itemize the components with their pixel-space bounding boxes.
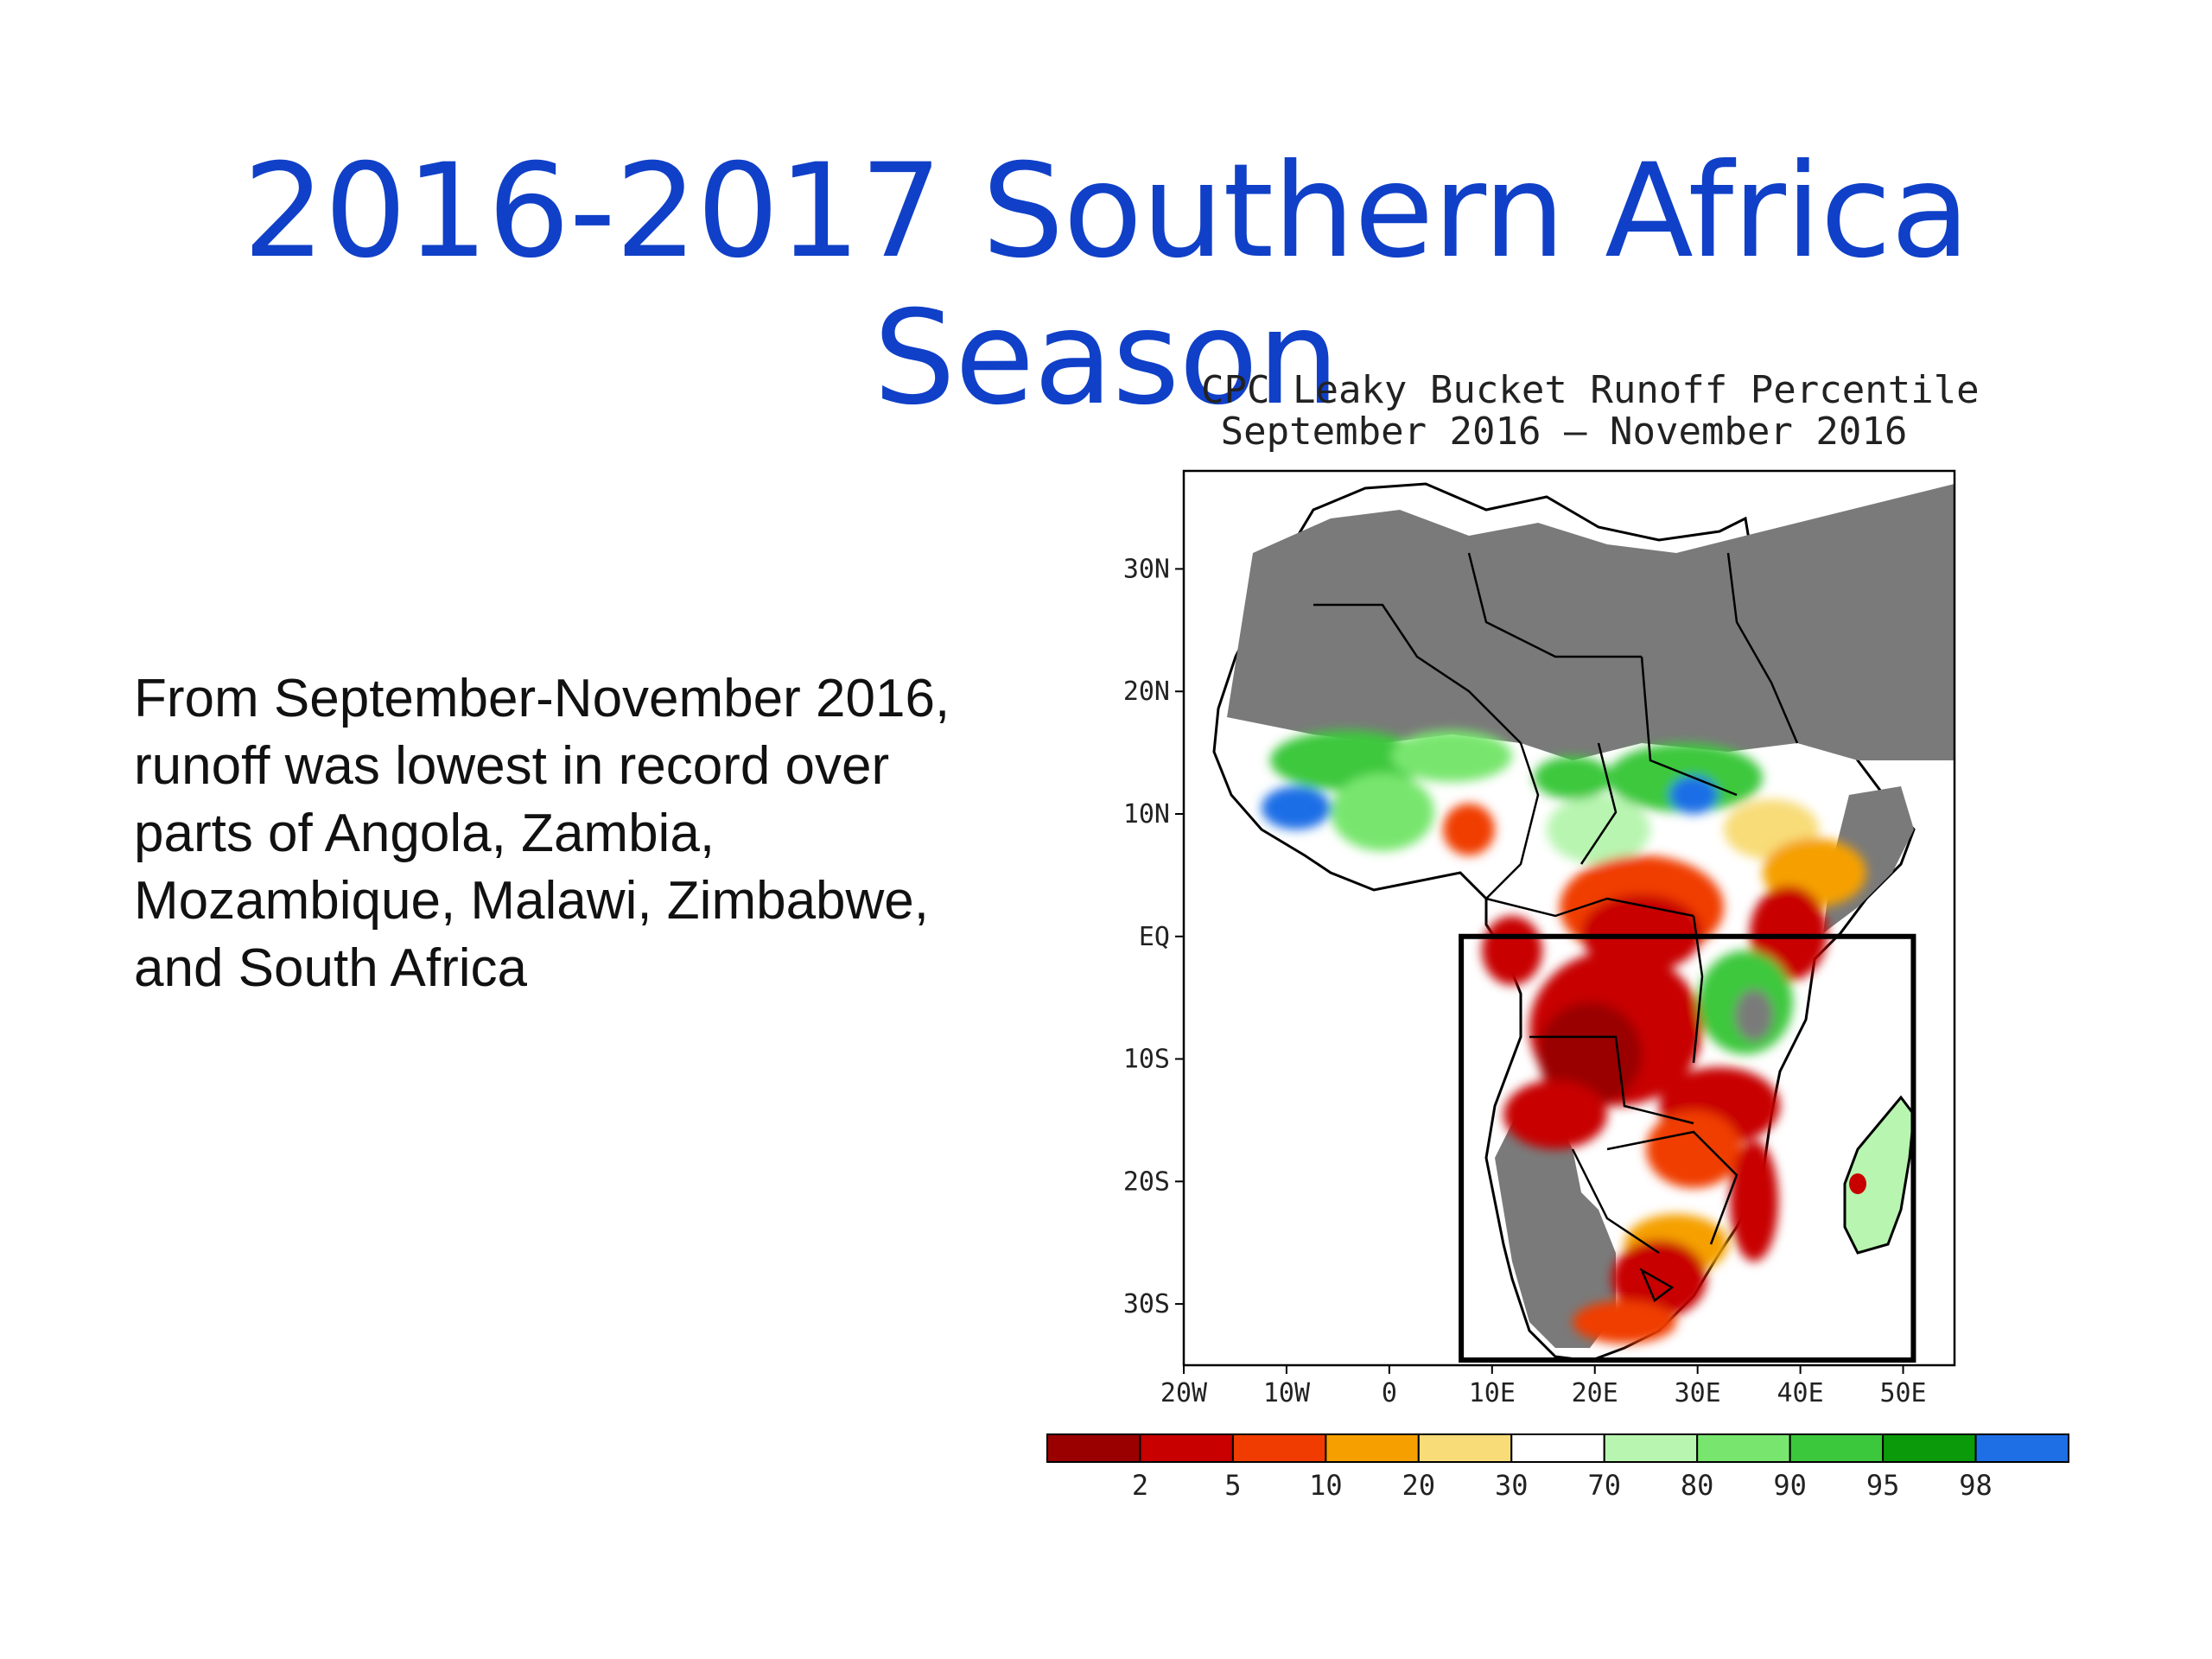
- colorbar-legend: 2 5 10 20 30 70 80 90 95 98: [1046, 1433, 2069, 1502]
- madagascar-red-spot: [1849, 1173, 1866, 1194]
- colorbar-swatch: [1231, 1433, 1327, 1463]
- lat-tick-label: 20N: [1123, 677, 1170, 707]
- lon-tick-label: 10W: [1263, 1378, 1311, 1408]
- lat-tick-label: EQ: [1139, 922, 1170, 952]
- colorbar-swatch: [1974, 1433, 2069, 1463]
- map-title: CPC Leaky Bucket Runoff Percentile Septe…: [1201, 370, 1980, 454]
- colorbar-label: 5: [1224, 1469, 1241, 1502]
- colorbar-swatch: [1882, 1433, 1977, 1463]
- colorbar-label: 2: [1132, 1469, 1148, 1502]
- colorbar-swatch: [1417, 1433, 1513, 1463]
- map-body: [1212, 482, 1955, 1363]
- map-title-line2: September 2016 – November 2016: [1220, 410, 1908, 454]
- map-frame: [1182, 469, 1956, 1367]
- colorbar-swatch: [1603, 1433, 1699, 1463]
- slide-body-text: From September-November 2016, runoff was…: [134, 669, 950, 998]
- colorbar-swatch: [1789, 1433, 1885, 1463]
- colorbar-label: 98: [1959, 1469, 1993, 1502]
- lon-tick-label: 40E: [1777, 1378, 1824, 1408]
- colorbar-swatch: [1510, 1433, 1605, 1463]
- latitude-axis: 30N 20N 10N EQ 10S 20S 30S: [1123, 554, 1184, 1319]
- lon-tick-label: 0: [1382, 1378, 1397, 1408]
- lat-tick-label: 20S: [1123, 1166, 1170, 1197]
- southern-africa-highlight-box: [1459, 933, 1916, 1363]
- colorbar-swatch: [1046, 1433, 1141, 1463]
- slide-title: 2016-2017 Southern Africa Season: [242, 137, 1970, 434]
- lat-tick-label: 10S: [1123, 1045, 1170, 1075]
- colorbar-swatch: [1696, 1433, 1791, 1463]
- colorbar-label: 95: [1866, 1469, 1900, 1502]
- lon-tick-label: 30E: [1675, 1378, 1721, 1408]
- map-title-line1: CPC Leaky Bucket Runoff Percentile: [1201, 368, 1980, 412]
- lon-tick-label: 20E: [1572, 1378, 1618, 1408]
- longitude-axis: 20W 10W 0 10E 20E 30E 40E 50E: [1160, 1365, 1927, 1408]
- lat-tick-label: 30N: [1123, 554, 1170, 584]
- lat-tick-label: 30S: [1123, 1289, 1170, 1319]
- lat-tick-label: 10N: [1123, 799, 1170, 830]
- colorbar-label: 70: [1587, 1469, 1621, 1502]
- colorbar-swatch: [1325, 1433, 1420, 1463]
- colorbar-label: 90: [1773, 1469, 1807, 1502]
- lon-tick-label: 50E: [1879, 1378, 1926, 1408]
- colorbar-label: 10: [1309, 1469, 1343, 1502]
- colorbar-label: 80: [1681, 1469, 1714, 1502]
- runoff-anomaly-blobs: [1262, 730, 1866, 1344]
- colorbar-swatch: [1139, 1433, 1234, 1463]
- no-data-namib: [1495, 1106, 1616, 1348]
- no-data-north: [1227, 484, 1955, 760]
- colorbar-label: 30: [1495, 1469, 1529, 1502]
- colorbar-label: 20: [1402, 1469, 1436, 1502]
- lon-tick-label: 10E: [1469, 1378, 1516, 1408]
- lon-tick-label: 20W: [1160, 1378, 1208, 1408]
